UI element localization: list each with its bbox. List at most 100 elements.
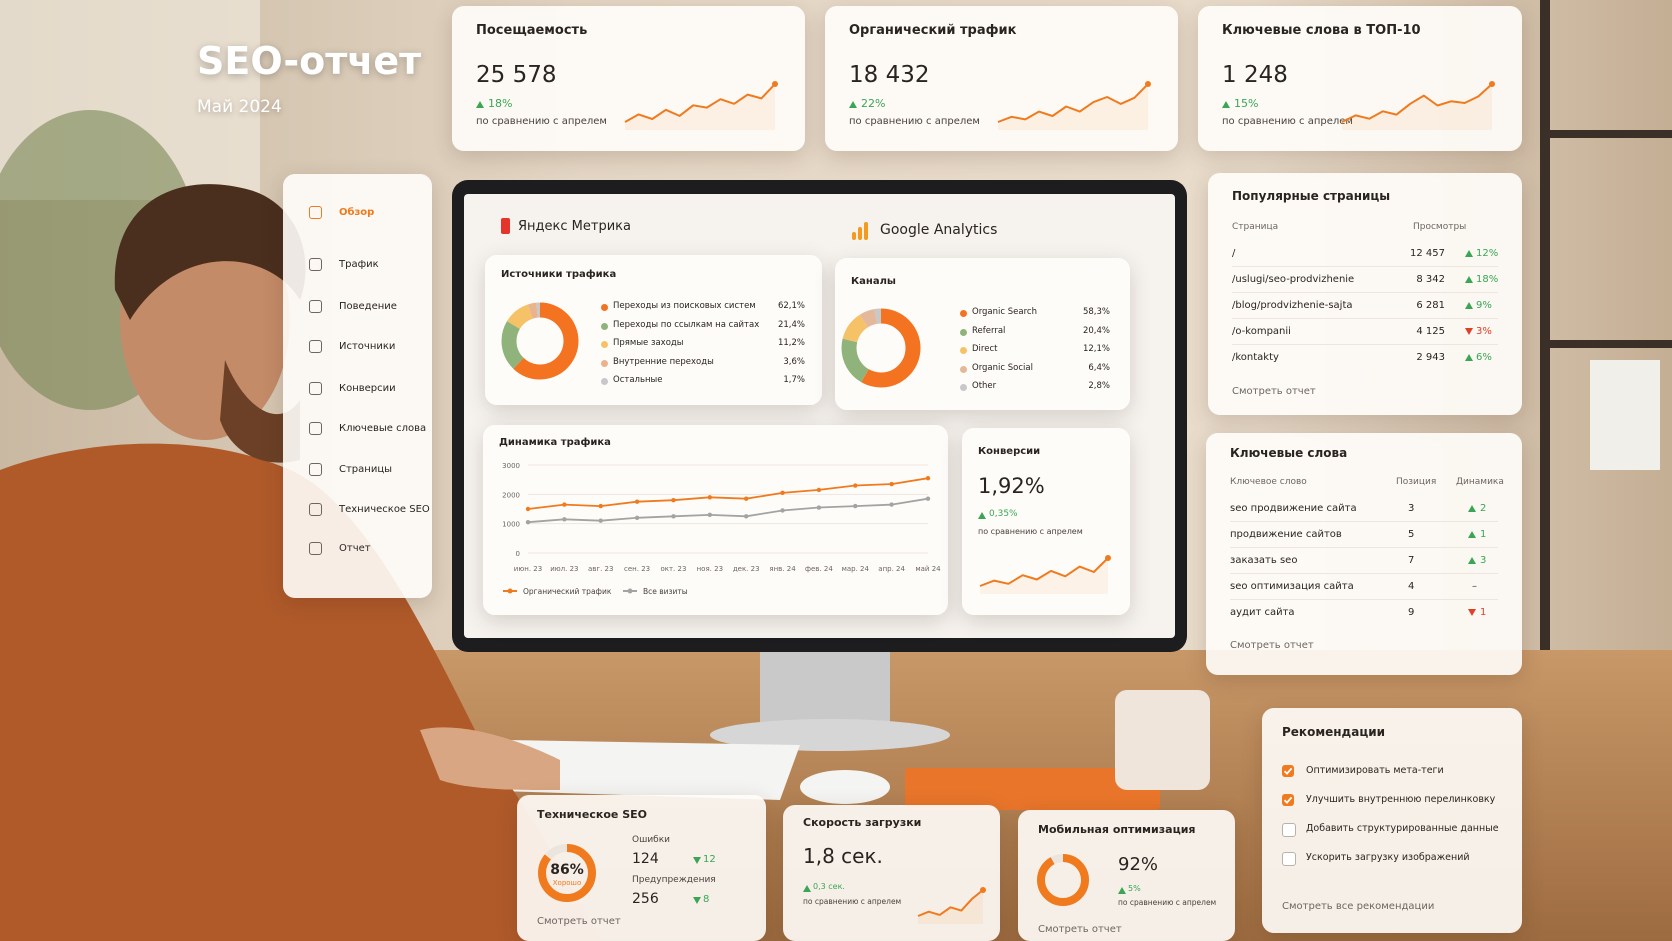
link[interactable]: Смотреть отчет (537, 916, 621, 927)
y-tick-label: 2000 (502, 491, 520, 499)
mobile-change: 5% (1128, 884, 1141, 893)
keyword: seo продвижение сайта (1230, 503, 1357, 514)
card-title: Популярные страницы (1232, 189, 1391, 203)
sparkline-point (1489, 81, 1495, 87)
row-divider (1230, 521, 1498, 522)
x-tick-label: янв. 24 (769, 565, 796, 573)
menu-item[interactable]: Источники (339, 341, 396, 352)
menu-item[interactable]: Ключевые слова (339, 423, 427, 434)
trend-icon (476, 101, 484, 108)
trend-icon (1118, 887, 1126, 894)
gauge-note: Хорошо (552, 879, 582, 887)
chart: 0 1000 2000 3000 июн. 23 июл. 23 авг. 23 сен. 2… (502, 462, 941, 596)
sparkline-point (1105, 555, 1111, 561)
card-title: Скорость загрузки (803, 816, 922, 829)
keyword-change: 2 (1480, 503, 1487, 514)
menu-item[interactable]: Отчет (339, 543, 371, 554)
recommendation-text: Ускорить загрузку изображений (1306, 852, 1470, 863)
page-views: 12 457 (1410, 248, 1445, 259)
link[interactable]: Смотреть все рекомендации (1282, 901, 1435, 912)
line-point (707, 495, 713, 500)
page-change: 3% (1476, 326, 1492, 337)
legend-value: 20,4% (1082, 325, 1110, 336)
stat-label: Ошибки (632, 835, 671, 845)
kpi-note: по сравнению с апрелем (476, 116, 607, 127)
chart (917, 887, 986, 924)
trend-icon (849, 101, 857, 108)
legend-swatch (960, 384, 967, 391)
checkbox[interactable] (1282, 794, 1294, 806)
line-point (562, 502, 567, 507)
checkbox[interactable] (1282, 852, 1296, 866)
gauge-value (538, 844, 596, 902)
chart (1037, 854, 1089, 906)
person-beard (220, 360, 300, 463)
line-point (525, 506, 531, 512)
gauge-label: 86% (550, 862, 584, 878)
yandex-brand: Яндекс Метрика (518, 219, 631, 234)
recommendations-card: Рекомендации Оптимизировать мета-теги Улуч… (1262, 708, 1522, 933)
kpi-card: Ключевые слова в ТОП-10 1 248 15% по сравне… (1198, 6, 1522, 151)
card-title: Источники трафика (501, 269, 617, 280)
speed-card: Скорость загрузки 1,8 сек. 0,3 сек. по срав… (783, 805, 1000, 941)
keywords-card: Ключевые слова Ключевое слово Позиция Динам… (1206, 433, 1522, 675)
legend-swatch (507, 588, 513, 594)
keyword: заказать seo (1230, 555, 1298, 566)
trend-icon (803, 885, 811, 892)
speed-change: 0,3 сек. (813, 882, 845, 891)
conversions-value: 1,92% (978, 474, 1045, 498)
row-divider (1230, 573, 1498, 574)
person-hair (114, 184, 306, 320)
menu-item[interactable]: Техническое SEO (339, 504, 430, 515)
legend-swatch (960, 328, 967, 336)
link[interactable]: Смотреть отчет (1038, 924, 1122, 935)
card-title: Каналы (851, 276, 896, 287)
keyword-change: 3 (1480, 555, 1487, 566)
keyword-position: 9 (1408, 607, 1415, 618)
page-path: / (1232, 248, 1236, 259)
menu-item[interactable]: Поведение (339, 301, 397, 312)
keyword: seo оптимизация сайта (1230, 581, 1354, 592)
trend-icon (1222, 101, 1230, 108)
menu-item[interactable]: Страницы (339, 464, 393, 475)
page-path: /o-kompanii (1232, 326, 1291, 337)
page-change: 9% (1476, 300, 1492, 311)
link[interactable]: Смотреть отчет (1232, 386, 1316, 397)
menu-item[interactable]: Конверсии (339, 383, 396, 394)
line-point (889, 502, 894, 507)
line-point (598, 518, 603, 523)
sidebar: Обзор Трафик Поведение Источники Конверсии Кл… (283, 174, 432, 598)
keyword-change: 1 (1480, 607, 1487, 618)
legend-value: 3,6% (783, 356, 805, 367)
sparkline-area (1342, 84, 1492, 130)
recommendation-text: Добавить структурированные данные (1306, 823, 1499, 834)
menu-icon (309, 463, 322, 476)
line-point (671, 514, 676, 519)
trend-icon (1468, 609, 1476, 616)
sparkline (1341, 83, 1493, 123)
kpi-value: 1 248 (1222, 62, 1288, 88)
x-tick-label: сен. 23 (624, 565, 650, 573)
sparkline-point (772, 81, 778, 87)
legend-label: Остальные (613, 375, 663, 385)
legend-value: 11,2% (777, 338, 805, 348)
link[interactable]: Смотреть отчет (1230, 640, 1314, 651)
chart (979, 555, 1111, 594)
row-divider (1232, 318, 1498, 319)
checkbox[interactable] (1282, 765, 1294, 777)
line-point (925, 476, 931, 481)
donut-segment (501, 302, 579, 380)
gauge-value (1037, 854, 1089, 906)
chart (1283, 796, 1293, 804)
stat-value: 256 (632, 891, 659, 907)
notebook (905, 768, 1160, 810)
shelf (1540, 0, 1550, 720)
chart (538, 844, 596, 902)
checkbox[interactable] (1282, 823, 1296, 837)
legend-label: Organic Social (972, 362, 1033, 373)
legend-swatch (601, 322, 608, 330)
line-point (816, 487, 822, 493)
traffic-sources-card: Источники трафика Переходы из поисковых с… (485, 255, 822, 405)
menu-item[interactable]: Обзор (339, 207, 375, 218)
menu-item[interactable]: Трафик (339, 259, 379, 270)
